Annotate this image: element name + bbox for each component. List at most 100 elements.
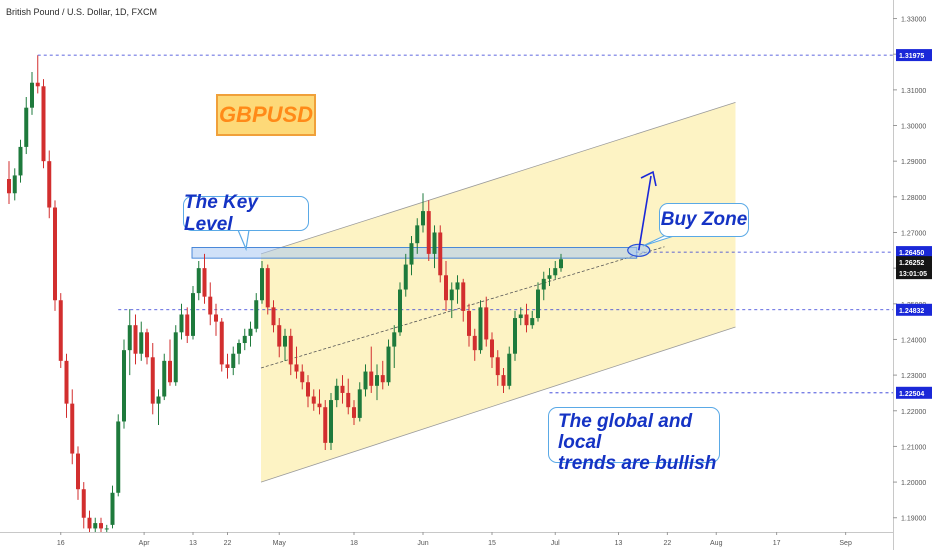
candle-body [93,523,98,529]
candle-body [127,325,132,351]
candle-body [271,307,276,326]
candle [507,346,512,390]
candle-body [87,517,92,529]
candle-body [139,332,144,354]
candle-body [363,371,368,390]
candle [490,332,494,368]
candle [518,307,523,326]
candle [438,225,443,283]
candle [202,253,207,304]
candle [179,303,184,340]
price-tick-label: 1.27000 [901,230,926,237]
candle-body [35,82,40,87]
candle-body [7,178,11,194]
candle-body [58,300,63,361]
price-tick-label: 1.30000 [901,124,926,131]
candle-body [12,175,17,194]
candle-body [122,350,126,422]
candle [346,378,351,415]
trend-note-line1: The global and local [558,411,693,453]
candle [150,343,155,415]
candle [541,271,546,301]
candle-body [179,314,184,333]
time-tick-label: Sep [839,540,852,547]
candle-body [340,385,345,393]
candle [478,300,483,354]
candle [173,325,178,386]
candle [7,161,11,204]
price-tick-label: 1.21000 [901,444,926,451]
candle [237,339,241,365]
candle-body [524,314,529,326]
candle [409,236,414,276]
candle [145,328,149,365]
channel-lower-line [260,326,736,483]
candle-body [300,371,305,383]
candle-body [478,307,483,351]
candle [260,261,264,304]
candle [461,278,466,322]
price-tag-label: 1.26450 [899,250,924,257]
candle [24,96,29,155]
candle [432,225,437,269]
candle [398,282,402,336]
candle-body [237,343,241,354]
time-tick-label: 16 [57,540,65,547]
candle-body [380,375,385,383]
candle [329,392,333,450]
candle-body [455,282,460,290]
channel-upper-line [260,101,736,255]
candle [369,346,374,393]
candle [242,328,247,351]
price-tick-label: 1.29000 [901,159,926,166]
candle-body [168,360,172,383]
candle [225,353,230,379]
candle [139,321,144,361]
candle [306,375,310,408]
channel-fill [261,102,736,483]
candle [403,253,408,297]
projection-arrow-head [640,170,657,187]
candle-body [283,335,287,347]
candle [449,282,454,319]
price-tag-label: 13:01:05 [899,271,927,278]
candle [426,200,431,262]
candle [513,310,517,361]
candle-body [369,371,374,386]
candle-body [18,146,23,176]
candle [208,282,213,326]
candle-body [76,453,80,490]
candle-body [530,318,535,326]
candle-body [409,243,414,265]
candle-body [70,403,75,454]
candle-body [277,325,282,347]
candle [127,309,132,376]
candle-body [323,407,328,443]
candle [248,321,253,347]
candle-body [202,268,207,297]
candle-body [547,275,552,279]
candle [495,350,500,386]
candle-body [484,307,489,340]
candle-body [294,364,299,372]
candle [484,296,489,347]
time-tick-label: Aug [710,540,723,547]
candle-body [403,264,408,290]
candle-body [30,82,34,108]
candle [317,389,322,415]
candle [467,303,471,347]
candle-body [208,296,213,315]
candle [265,264,270,315]
time-tick-label: Jun [417,540,428,547]
candle [231,346,236,376]
candle-body [398,289,402,333]
candle [386,339,391,386]
candle [162,353,167,401]
instrument-badge: GBPUSD [216,94,316,136]
buy-zone-label: Buy Zone [660,209,748,230]
candle [357,382,362,422]
candle [93,517,98,532]
candle-body [265,268,270,308]
